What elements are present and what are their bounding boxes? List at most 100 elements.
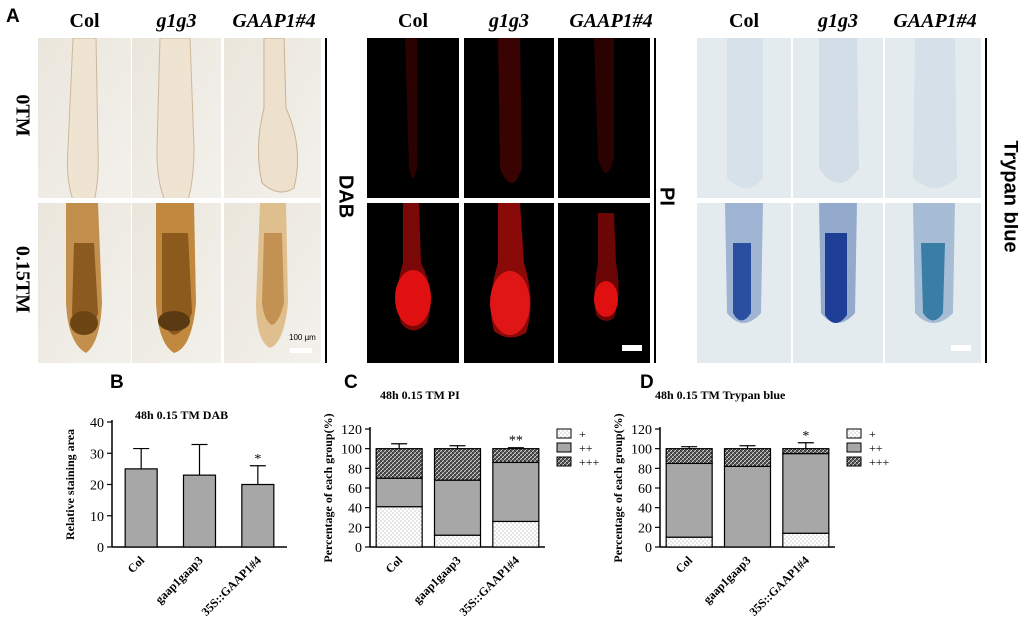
chart-d-title: 48h 0.15 TM Trypan blue — [655, 388, 786, 402]
row-label-015tm: 0.15TM — [11, 245, 34, 314]
trypan-col-header-g1g3: g1g3 — [818, 10, 858, 32]
chart-d-ytick-label: 100 — [631, 443, 652, 458]
chart-d-legend-label: + — [869, 427, 876, 441]
chart-c-bar-segment — [375, 448, 423, 479]
pi-0tm-col-image — [367, 38, 459, 198]
dab-scale-bar-label: 100 µm — [289, 333, 316, 342]
chart-c-category-label: 35S::GAAP1#4 — [456, 553, 522, 619]
chart-c: 0 20 40 60 80 100 120 Percentage of each group(… — [321, 413, 600, 619]
chart-c-bar-segment — [433, 479, 482, 536]
pi-015tm-col-image — [367, 203, 459, 363]
chart-c-ytick-label: 20 — [348, 521, 362, 536]
trypan-0tm-g1g3-image — [793, 38, 883, 198]
chart-b-y-axis-title: Relative staining area — [63, 429, 77, 540]
trypan-separator-line — [985, 38, 987, 363]
dab-0tm-col-image — [38, 38, 131, 198]
chart-c-bar-segment — [375, 506, 423, 548]
chart-c-bar-segment — [375, 477, 423, 508]
chart-d-category-label: 35S::GAAP1#4 — [746, 553, 812, 619]
pi-0tm-g1g3-image — [464, 38, 554, 198]
chart-c-legend-label: +++ — [579, 455, 600, 469]
dab-col-header-col: Col — [69, 10, 100, 32]
chart-d-legend-swatch — [846, 456, 862, 467]
dab-015tm-col-image — [38, 203, 131, 363]
chart-d-ytick-label: 40 — [638, 502, 652, 517]
chart-d-ytick-label: 20 — [638, 521, 652, 536]
chart-c-ytick-label: 80 — [348, 462, 362, 477]
trypan-label: Trypan blue — [999, 140, 1018, 253]
chart-c-legend-swatch — [556, 428, 572, 439]
chart-c-significance-label: ** — [509, 434, 523, 449]
chart-c-ytick-label: 120 — [341, 423, 362, 438]
dab-label: DAB — [334, 174, 357, 219]
panel-d-letter: D — [640, 372, 654, 393]
chart-d-bar-segment — [723, 448, 772, 467]
pi-col-header-g1g3: g1g3 — [489, 10, 529, 32]
trypan-col-header-gaap1: GAAP1#4 — [893, 10, 977, 32]
chart-b-bar — [124, 468, 158, 548]
pi-015tm-gaap1-image — [558, 203, 650, 363]
chart-b-title: 48h 0.15 TM DAB — [135, 408, 229, 422]
trypan-015tm-g1g3-image — [793, 203, 883, 363]
dab-col-header-g1g3: g1g3 — [156, 10, 197, 32]
chart-d-significance-label: * — [802, 429, 809, 444]
trypan-015tm-gaap1-image — [885, 203, 981, 363]
chart-b-bar — [182, 474, 217, 548]
chart-c-legend-swatch — [556, 456, 572, 467]
chart-d: 0 20 40 60 80 100 120 Percentage of each group(… — [611, 413, 890, 619]
pi-015tm-g1g3-image — [464, 203, 554, 363]
dab-scale-bar — [290, 348, 312, 353]
chart-c-ytick-label: 100 — [341, 443, 362, 458]
chart-d-legend-swatch — [846, 428, 862, 439]
dab-col-header-gaap1: GAAP1#4 — [232, 10, 316, 32]
pi-col-header-gaap1: GAAP1#4 — [569, 10, 653, 32]
trypan-col-header-col: Col — [729, 10, 759, 32]
panel-a-letter: A — [6, 6, 20, 27]
chart-c-y-axis-title: Percentage of each group(%) — [321, 413, 335, 562]
chart-d-ytick-label: 80 — [638, 462, 652, 477]
chart-c-bar-segment — [433, 534, 482, 548]
chart-c-ytick-label: 60 — [348, 482, 362, 497]
trypan-0tm-col-image — [697, 38, 791, 198]
chart-d-category-label: Col — [673, 553, 696, 576]
pi-separator-line — [654, 38, 656, 363]
dab-015tm-g1g3-image — [132, 203, 221, 363]
row-label-0tm: 0TM — [11, 94, 34, 137]
chart-c-category-label: Col — [383, 553, 406, 576]
dab-separator-line — [325, 38, 327, 363]
chart-d-category-label: gaap1gaap3 — [700, 553, 753, 606]
chart-d-legend-label: +++ — [869, 455, 890, 469]
chart-b-ytick-label: 0 — [97, 541, 104, 556]
chart-c-bar-segment — [492, 520, 540, 548]
pi-0tm-gaap1-image — [558, 38, 650, 198]
chart-d-ytick-label: 60 — [638, 482, 652, 497]
trypan-015tm-col-image — [697, 203, 791, 363]
pi-label: PI — [655, 187, 678, 206]
chart-c-legend-label: ++ — [579, 441, 593, 455]
chart-c-ytick-label: 40 — [348, 502, 362, 517]
chart-c-legend-swatch — [556, 442, 572, 453]
chart-d-y-axis-title: Percentage of each group(%) — [611, 413, 625, 562]
chart-b-bar — [241, 483, 275, 548]
chart-b-category-label: gaap1gaap3 — [152, 553, 205, 606]
dab-0tm-g1g3-image — [132, 38, 221, 198]
chart-b-category-label: 35S::GAAP1#4 — [198, 553, 264, 619]
chart-c-title: 48h 0.15 TM PI — [380, 388, 460, 402]
chart-b-category-label: Col — [125, 553, 148, 576]
chart-d-bar-segment — [782, 532, 830, 548]
panel-c-letter: C — [344, 372, 358, 393]
chart-d-ytick-label: 120 — [631, 423, 652, 438]
chart-d-ytick-label: 0 — [645, 541, 652, 556]
chart-c-bar-segment — [433, 448, 482, 481]
dab-0tm-gaap1-image — [224, 38, 321, 198]
chart-d-bar-segment — [723, 465, 772, 548]
chart-d-bar-segment — [665, 462, 713, 538]
chart-d-bar-segment — [665, 536, 713, 548]
chart-b-ytick-label: 30 — [90, 447, 104, 462]
chart-b-ytick-label: 40 — [90, 416, 104, 431]
chart-b-ytick-label: 20 — [90, 479, 104, 494]
dab-015tm-gaap1-image — [224, 203, 321, 363]
trypan-0tm-gaap1-image — [885, 38, 981, 198]
chart-c-legend-label: + — [579, 427, 586, 441]
panel-b-letter: B — [110, 372, 124, 393]
